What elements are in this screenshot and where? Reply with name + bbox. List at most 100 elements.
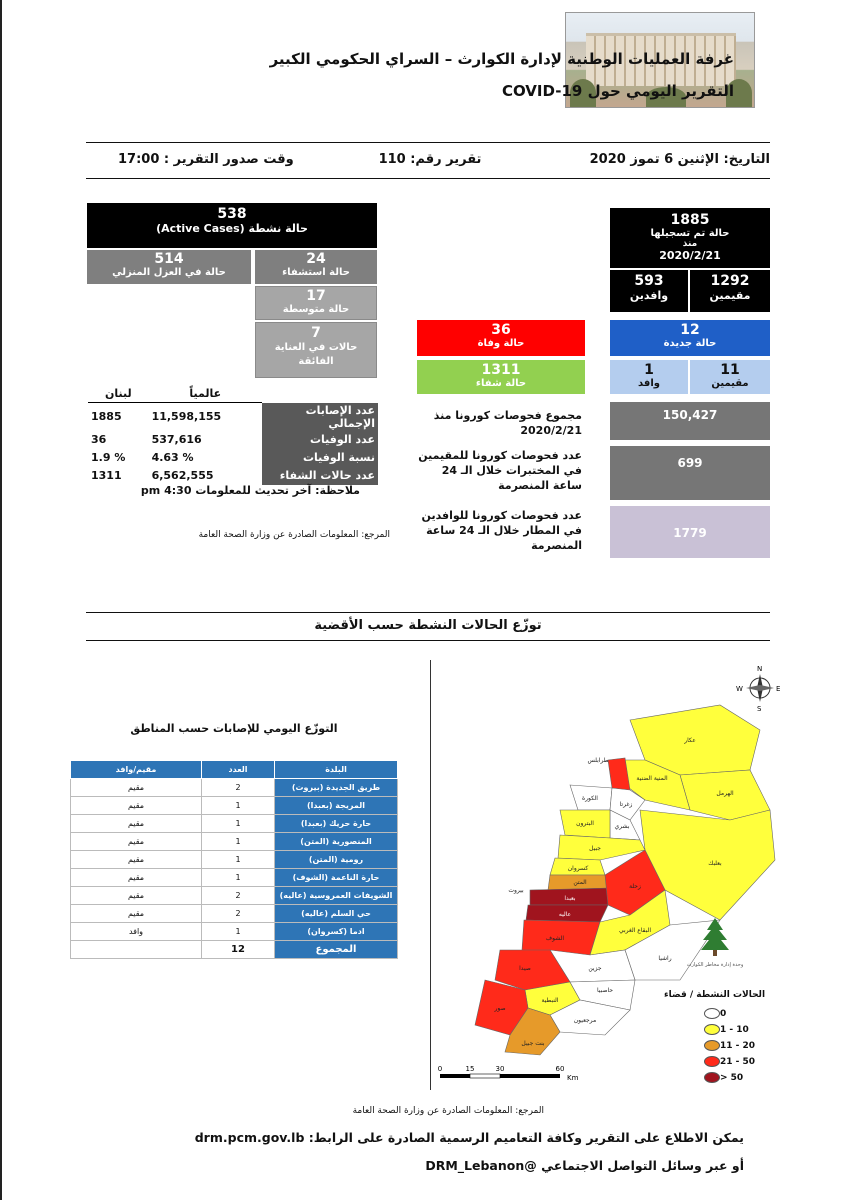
legend-swatch <box>704 1056 720 1067</box>
deaths-label: حالة وفاة <box>477 338 525 349</box>
map-label-hermel: الهرمل <box>716 790 734 797</box>
arrivals-label: وافدين <box>629 289 669 302</box>
type-cell: مقيم <box>70 886 202 905</box>
report-subtitle: التقرير اليومي حول COVID-19 <box>501 82 734 100</box>
new-residents-label: مقيمين <box>711 378 749 389</box>
map-label-west-bekaa: البقاع الغربي <box>619 927 651 934</box>
icu-number: 7 <box>311 325 321 341</box>
registered-label: حالة تم تسجيلها <box>650 228 730 239</box>
district-zgharta <box>609 787 646 821</box>
town-cell: المريجة (بعبدا) <box>274 796 398 815</box>
report-org-title: غرفة العمليات الوطنية لإدارة الكوارث – ا… <box>269 50 734 68</box>
map-label-kesrouan: كسروان <box>568 865 589 872</box>
map-label-aley: عاليه <box>559 911 571 918</box>
stats-lebanon-value: 1.9 % <box>91 451 126 464</box>
moderate-number: 17 <box>306 288 326 304</box>
stats-row-label: عدد حالات الشفاء <box>262 466 378 485</box>
section-divider-top <box>86 612 770 613</box>
count-cell: 2 <box>201 904 275 923</box>
residents-box: 1292 مقيمين <box>690 270 770 312</box>
stats-world-value: 537,616 <box>151 433 202 446</box>
town-cell: ادما (كسروان) <box>274 922 398 941</box>
legend-swatch <box>704 1072 720 1083</box>
stats-world-value: 11,598,155 <box>151 410 222 424</box>
map-legend-title: الحالات النشطة / قضاء <box>664 990 766 1000</box>
report-time: وقت صدور التقرير : 17:00 <box>118 152 294 167</box>
town-cell: حارة الناعمة (الشوف) <box>274 868 398 887</box>
compass-n: N <box>757 665 762 673</box>
deaths-number: 36 <box>491 322 511 338</box>
town-cell: حي السلم (عاليه) <box>274 904 398 923</box>
report-date: التاريخ: الإثنين 6 تموز 2020 <box>589 152 770 167</box>
count-cell: 1 <box>201 814 275 833</box>
total-tests-value: 150,427 <box>610 402 770 440</box>
global-stats-table: عالمياً لبنان عدد الإصابات الإجمالي 11,5… <box>88 384 378 485</box>
recovered-label: حالة شفاء <box>475 378 527 389</box>
map-scale-bar: 0 15 30 60 Km <box>438 1065 579 1082</box>
distribution-header-row: البلدة العدد مقيم/وافد <box>70 760 398 779</box>
map-label-batroun: البترون <box>576 820 594 827</box>
hospitalized-number: 24 <box>306 251 326 267</box>
stats-row-label: عدد الإصابات الإجمالي <box>262 402 378 431</box>
scale-tick: 0 <box>438 1065 442 1073</box>
col-type: مقيم/وافد <box>70 760 202 779</box>
distribution-table: البلدة العدد مقيم/وافد طريق الجديدة (بير… <box>70 760 398 959</box>
town-cell: الشويفات العمروسية (عاليه) <box>274 886 398 905</box>
compass-w: W <box>736 685 743 693</box>
new-arrivals-number: 1 <box>644 362 654 378</box>
legend-item: 11 - 20 <box>696 1040 755 1051</box>
resident-tests-value: 699 <box>610 446 770 500</box>
table-row: المريجة (بعبدا) 1 مقيم <box>70 796 398 815</box>
moderate-label: حالة متوسطة <box>282 304 350 315</box>
map-label-chouf: الشوف <box>546 935 565 942</box>
stats-col-lebanon: لبنان <box>88 384 149 403</box>
map-panel <box>430 660 799 1090</box>
total-row: المجموع 12 <box>70 940 398 959</box>
town-cell: حارة حريك (بعبدا) <box>274 814 398 833</box>
table-row: حي السلم (عاليه) 2 مقيم <box>70 904 398 923</box>
count-cell: 1 <box>201 796 275 815</box>
count-cell: 1 <box>201 868 275 887</box>
stats-lebanon-value: 36 <box>91 433 107 446</box>
stats-row-label: عدد الوفيات <box>262 430 378 449</box>
section-divider-bottom <box>86 640 770 641</box>
resident-tests-label: عدد فحوصات كورونا للمقيمين في المختبرات … <box>418 449 582 492</box>
legend-item: 1 - 10 <box>696 1024 749 1035</box>
report-number: تقرير رقم: 110 <box>378 152 482 167</box>
town-cell: رومية (المتن) <box>274 850 398 869</box>
map-label-tyre: صور <box>493 1005 505 1012</box>
legend-swatch <box>704 1008 720 1019</box>
legend-item: > 50 <box>696 1072 743 1083</box>
new-residents-number: 11 <box>720 362 740 378</box>
col-count: العدد <box>201 760 275 779</box>
distribution-title: التوزّع اليومي للإصابات حسب المناطق <box>130 722 338 735</box>
icu-label: حالات في العناية الفائقة <box>274 342 358 367</box>
recovered-number: 1311 <box>481 362 521 378</box>
registered-date: 2020/2/21 <box>659 249 721 262</box>
stats-row: عدد حالات الشفاء 6,562,555 1311 <box>88 466 378 485</box>
arrival-tests-label: عدد فحوصات كورونا للوافدين في المطار خلا… <box>421 509 582 552</box>
stats-lebanon-value: 1885 <box>91 410 122 424</box>
type-cell: مقيم <box>70 868 202 887</box>
hospitalized-label: حالة استشفاء <box>282 267 350 278</box>
new-cases-box: 12 حالة جديدة <box>610 320 770 356</box>
table-row: حارة حريك (بعبدا) 1 مقيم <box>70 814 398 833</box>
map-label-akkar: عكار <box>683 737 696 744</box>
legend-range: 0 <box>720 1009 727 1019</box>
stats-row: نسبة الوفيات 4.63 % 1.9 % <box>88 448 378 467</box>
type-cell: مقيم <box>70 814 202 833</box>
count-cell: 2 <box>201 778 275 797</box>
type-cell: مقيم <box>70 778 202 797</box>
count-cell: 2 <box>201 886 275 905</box>
active-cases-label: حالة نشطة (Active Cases) <box>156 222 308 235</box>
residents-label: مقيمين <box>709 289 751 302</box>
footer-link-line: يمكن الاطلاع على التقرير وكافة التعاميم … <box>194 1130 744 1145</box>
stats-world-value: 6,562,555 <box>151 469 214 482</box>
recovered-box: 1311 حالة شفاء <box>417 360 585 394</box>
stats-source: المرجع: المعلومات الصادرة عن وزارة الصحة… <box>198 530 390 540</box>
stats-header-row: عالمياً لبنان <box>88 384 378 403</box>
hospitalized-box: 24 حالة استشفاء <box>255 250 377 284</box>
lebanon-district-map: N S E W عكار طرابلس المنية الضنية الهرمل… <box>438 665 781 1082</box>
legend-range: > 50 <box>720 1073 744 1083</box>
grand-serail-photo <box>565 12 755 108</box>
